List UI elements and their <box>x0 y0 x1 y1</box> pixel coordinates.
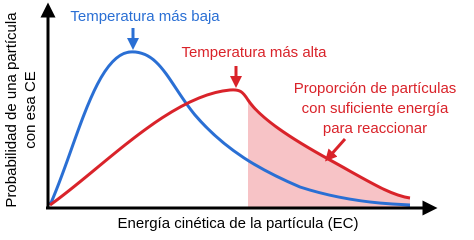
high-temp-label: Temperatura más alta <box>181 44 327 61</box>
proportion-label: con suficiente energía <box>302 100 449 117</box>
proportion-label: para reaccionar <box>323 120 427 137</box>
proportion-arrow <box>325 138 347 162</box>
low-temp-curve <box>48 50 411 207</box>
low-temp-label: Temperatura más baja <box>70 8 220 25</box>
y-axis-label: Probabilidad de una partícula <box>3 12 20 208</box>
high-temp-curve <box>49 88 411 207</box>
x-axis-label: Energía cinética de la partícula (EC) <box>118 215 359 232</box>
proportion-label: Proporción de partículas <box>294 80 457 97</box>
y-axis-label: con esa CE <box>22 71 39 149</box>
